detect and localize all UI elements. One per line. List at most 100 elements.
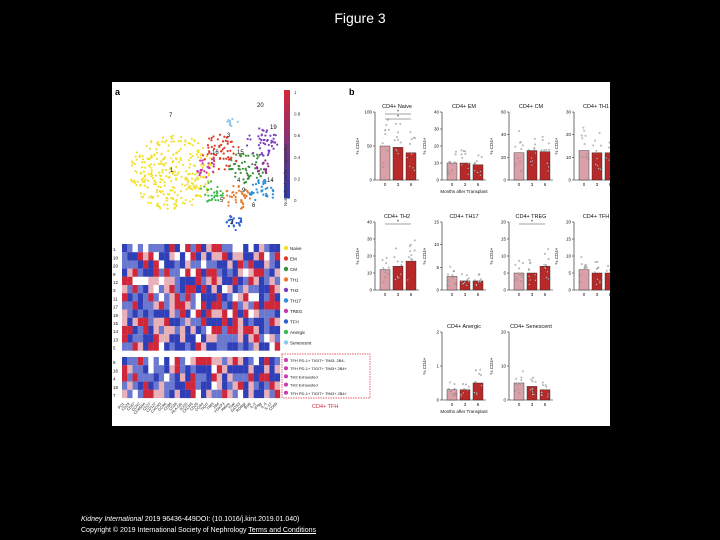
tsne-point [141,196,145,199]
heatmap-cell [158,268,165,277]
tsne-point [226,194,229,197]
tsne-point [244,154,248,157]
tsne-point [237,146,240,149]
tsne-point [233,162,237,165]
tsne-point [207,194,210,197]
cluster-row-label: 18 [113,385,119,390]
tsne-point [250,193,253,196]
data-point [447,279,450,282]
heatmap-cell [158,244,165,253]
tsne-point [235,221,238,224]
heatmap-cell [253,285,260,294]
tsne-point [272,147,275,150]
data-point [396,136,398,138]
heatmap-cell [253,334,260,343]
tsne-point [177,161,181,164]
tsne-point [227,204,230,207]
heatmap-cell [237,276,244,286]
tsne-point [260,189,263,192]
tsne-point [193,186,196,189]
data-point [385,124,388,126]
data-point [519,274,522,277]
x-tick-label: 0 [384,292,387,297]
data-point [467,280,470,283]
data-point [447,170,449,172]
data-point [547,166,550,168]
cluster-row-label: 10 [113,255,119,260]
data-point [592,144,595,147]
x-tick-label: 6 [609,182,610,187]
tsne-point [139,192,142,195]
heatmap-cell [201,268,207,277]
y-tick-label: 0 [503,178,506,183]
heatmap-cell [248,317,254,327]
tsne-point [191,172,194,175]
heatmap-cell [201,317,207,327]
tsne-point [271,193,275,196]
tsne-point [258,153,262,156]
heatmap-cell [122,285,128,294]
tsne-point [156,142,159,145]
tsne-point [174,203,177,206]
heatmap-cell [179,365,186,374]
tsne-point [269,134,272,137]
data-point [410,138,413,140]
tsne-point [159,185,162,189]
marker-label: CD57 [126,402,136,412]
tsne-point [207,172,210,175]
y-axis-label: % CD4+ [489,137,494,154]
heatmap-cell [122,252,128,261]
tsne-point [232,217,235,220]
bar [459,280,471,291]
heatmap-cell [164,268,170,277]
heatmap-cell [216,365,223,374]
tsne-point [207,181,210,184]
tsne-point [236,120,239,123]
x-tick-label: 6 [544,182,547,187]
heatmap-cell [274,244,281,253]
heatmap-cell [169,244,175,253]
heatmap-cell [216,276,223,286]
heatmap-cell [179,301,186,310]
data-point [467,277,470,280]
tsne-point [141,155,144,158]
data-point [544,384,547,387]
tsne-point [247,191,250,194]
bar [539,389,551,401]
data-point [599,280,601,283]
tsne-point [257,144,261,147]
tsne-point [227,118,230,121]
colorbar-segment [284,94,290,100]
terms-link[interactable]: Terms and Conditions [248,527,316,534]
heatmap-cell [237,342,244,351]
heatmap-cell [169,381,175,390]
tsne-point [242,203,245,206]
data-point [541,139,544,141]
heatmap-cell [216,268,223,277]
heatmap-cell [201,373,207,382]
data-point [454,153,457,156]
chart-title: CD4+ Senescent [510,324,552,330]
heatmap-cell [222,326,228,335]
tsne-point [199,156,203,159]
heatmap-cell [222,309,228,318]
heatmap-cell [258,373,265,382]
tsne-point [239,171,242,175]
heatmap-cell [158,285,165,294]
data-point [463,388,466,390]
y-tick-label: 10 [566,155,572,160]
bar-chart: CD4+ TH1% CD4+0102030036 [554,104,618,187]
data-point [384,133,387,135]
tsne-point [262,142,265,145]
x-tick-label: 3 [397,182,400,187]
heatmap-cell [143,342,149,351]
tsne-point [257,179,260,182]
heatmap-cell [237,381,244,390]
subset-dot [283,266,289,272]
heatmap-cell [243,365,249,374]
data-point [480,384,483,387]
colorbar-segment [284,130,290,136]
heatmap-cell [158,252,165,261]
tsne-point [237,184,240,188]
